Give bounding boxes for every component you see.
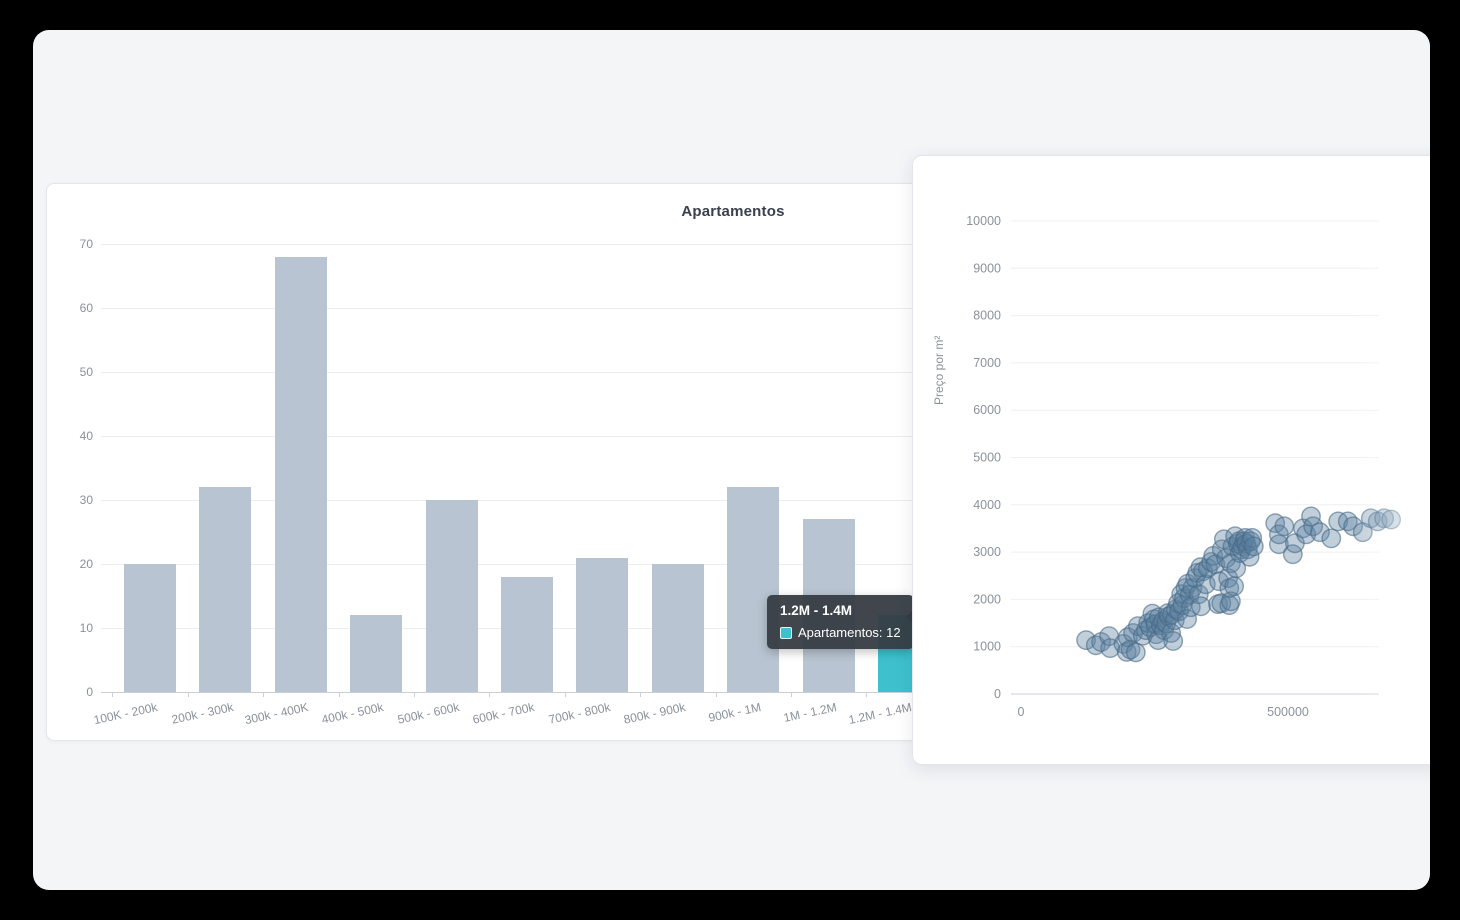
scatter-y-axis-title: Preço por m² — [932, 335, 946, 405]
bar[interactable] — [274, 256, 327, 692]
gridline — [101, 308, 1387, 309]
x-axis-tick-label: 1M - 1.2M — [781, 700, 838, 725]
x-axis-tick — [112, 692, 114, 697]
scatter-point[interactable] — [1220, 591, 1241, 612]
scatter-point[interactable] — [1224, 576, 1244, 597]
tooltip-series-swatch-icon — [780, 626, 792, 639]
y-axis-tick-label: 30 — [79, 493, 93, 507]
chart-tooltip: 1.2M - 1.4M Apartamentos: 12 — [767, 595, 920, 650]
scatter-point[interactable] — [1125, 642, 1146, 663]
scatter-point[interactable] — [1239, 546, 1260, 567]
y-axis-tick-label: 40 — [79, 429, 93, 443]
scatter-point[interactable] — [1191, 596, 1211, 617]
scatter-point[interactable] — [1226, 558, 1247, 579]
y-axis-tick-label: 5000 — [973, 451, 1001, 465]
bar[interactable] — [425, 500, 478, 692]
y-axis-tick-label: 70 — [79, 237, 93, 251]
tooltip-title: 1.2M - 1.4M — [780, 603, 853, 618]
x-axis-tick — [564, 692, 566, 697]
scatter-point[interactable] — [1188, 584, 1209, 605]
gridline — [101, 244, 1387, 245]
y-axis-tick-label: 3000 — [973, 545, 1001, 559]
bar[interactable] — [651, 564, 704, 692]
y-axis-tick-label: 7000 — [973, 356, 1001, 370]
x-axis-line — [101, 692, 1387, 693]
bar[interactable] — [576, 557, 629, 692]
x-axis-tick-label: 1.2M - 1.4M — [847, 700, 913, 728]
y-axis-tick-label: 8000 — [973, 309, 1001, 323]
x-axis-tick-label: 400k - 500k — [320, 700, 386, 727]
fade-overlay — [1351, 156, 1430, 764]
x-axis-tick-label: 300k - 400K — [243, 700, 310, 728]
y-axis-tick-label: 0 — [994, 687, 1001, 701]
y-axis-tick-label: 10000 — [966, 214, 1001, 228]
scatter-point[interactable] — [1310, 522, 1330, 543]
x-axis-tick-label: 600k - 700k — [471, 700, 536, 727]
scatter-point[interactable] — [1076, 630, 1097, 650]
gridline — [101, 436, 1387, 437]
bar[interactable] — [350, 615, 403, 692]
y-axis-tick-label: 50 — [79, 365, 93, 379]
y-axis-tick-label: 6000 — [973, 403, 1001, 417]
y-axis-tick-label: 2000 — [973, 592, 1001, 606]
scatter-chart-card: 0 1000 2000 3000 4000 5000 6000 7000 8000 9000 100… — [912, 155, 1430, 765]
y-axis-tick-label: 60 — [79, 301, 93, 315]
x-axis-tick-label: 200k - 300k — [170, 700, 235, 727]
x-axis-tick-label: 900k - 1M — [706, 700, 763, 725]
scatter-point[interactable] — [1177, 609, 1197, 629]
x-axis-tick — [263, 692, 265, 697]
x-axis-tick — [866, 692, 868, 697]
app-window: Apartamentos 0 10 20 30 40 50 60 70 100K - 200k 2… — [33, 30, 1430, 890]
x-axis-tick-label: 500k - 600k — [396, 700, 461, 727]
tooltip-series-text: Apartamentos: 12 — [798, 624, 901, 640]
y-axis-tick-label: 0 — [86, 685, 93, 699]
x-axis-tick — [413, 692, 415, 697]
scatter-point[interactable] — [1120, 639, 1141, 660]
gridline — [101, 372, 1387, 373]
y-axis-tick-label: 10 — [79, 621, 93, 635]
x-axis-tick — [338, 692, 340, 697]
bar[interactable] — [727, 487, 780, 692]
y-axis-tick-label: 4000 — [973, 498, 1001, 512]
x-axis-tick-label: 800k - 900k — [622, 700, 687, 727]
scatter-point[interactable] — [1274, 516, 1295, 537]
scatter-point[interactable] — [1268, 534, 1289, 555]
x-axis-tick-label: 0 — [1018, 705, 1025, 719]
scatter-point[interactable] — [1243, 536, 1264, 557]
scatter-point[interactable] — [1321, 528, 1342, 549]
scatter-point[interactable] — [1163, 631, 1184, 651]
scatter-svg: 0 1000 2000 3000 4000 5000 6000 7000 8000 9000 100… — [966, 214, 1401, 719]
bar-chart-title: Apartamentos — [681, 203, 785, 220]
x-axis-tick — [790, 692, 792, 697]
x-axis-tick — [640, 692, 642, 697]
y-axis-tick-label: 1000 — [973, 640, 1001, 654]
y-axis-tick-label: 20 — [79, 557, 93, 571]
x-axis-tick-label: 700k - 800k — [547, 700, 612, 727]
x-axis-tick-label: 100K - 200k — [92, 700, 159, 728]
x-axis-tick — [489, 692, 491, 697]
bar[interactable] — [124, 564, 176, 692]
bar[interactable] — [199, 487, 252, 692]
x-axis-tick — [715, 692, 717, 697]
bar[interactable] — [501, 576, 553, 692]
bar-chart-plot: 0 10 20 30 40 50 60 70 100K - 200k 200k - 300k 300… — [47, 184, 1419, 740]
x-axis-tick-label: 500000 — [1267, 705, 1309, 719]
x-axis-tick — [187, 692, 189, 697]
y-axis-tick-label: 9000 — [973, 261, 1001, 275]
tooltip-series-row: Apartamentos: 12 — [780, 624, 901, 640]
scatter-chart-plot: 0 1000 2000 3000 4000 5000 6000 7000 8000 9000 100… — [913, 156, 1430, 764]
